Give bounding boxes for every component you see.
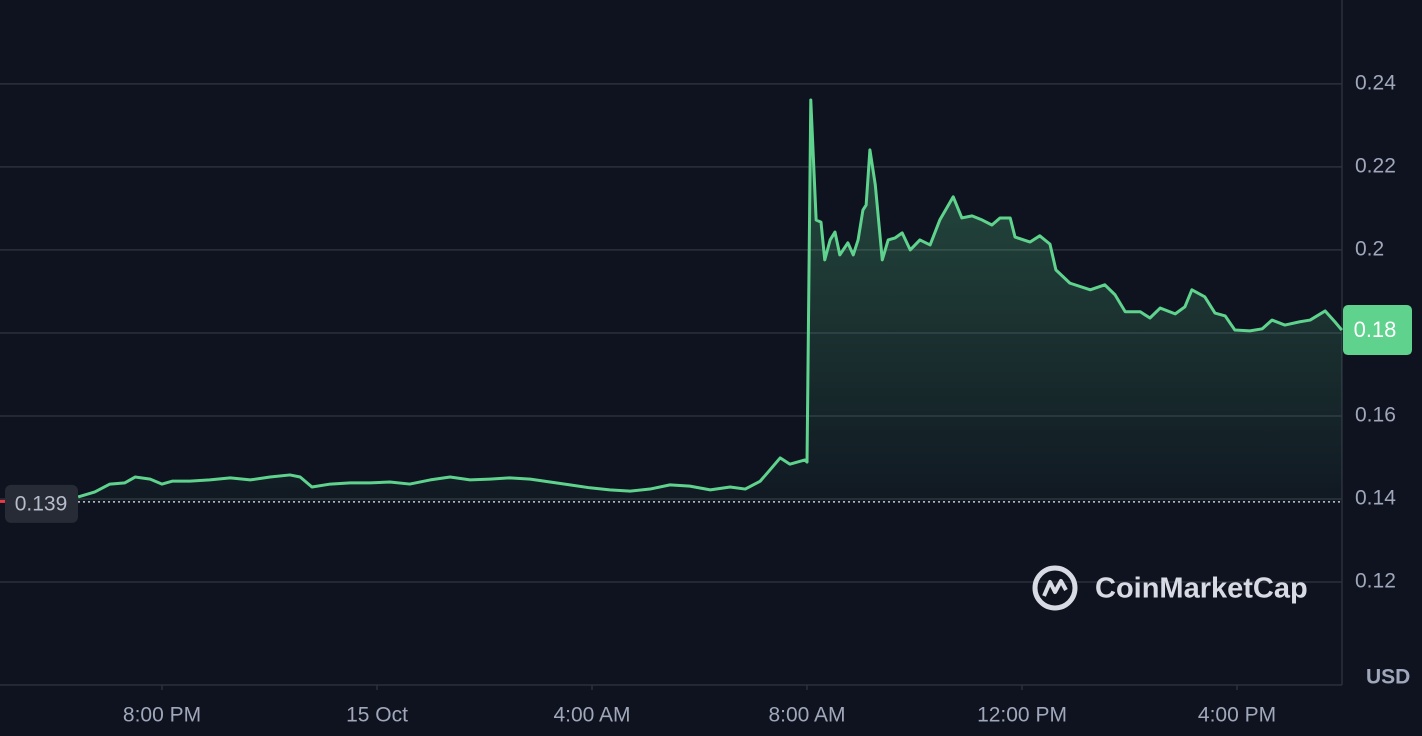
price-tag <box>1343 305 1412 356</box>
x-tick-label: 12:00 PM <box>977 704 1067 727</box>
x-tick-label: 4:00 AM <box>553 704 630 727</box>
open-price-label: 0.139 <box>15 492 68 515</box>
logo-wave <box>1042 579 1068 597</box>
x-tick-label: 15 Oct <box>346 704 408 727</box>
price-tag-label: 0.18 <box>1354 317 1397 342</box>
watermark: CoinMarketCap <box>1095 573 1308 605</box>
y-tick-label: 0.12 <box>1355 570 1396 593</box>
plot <box>77 98 1343 502</box>
y-tick-label: 0.2 <box>1355 237 1384 260</box>
watermark-logo <box>1032 565 1078 611</box>
x-tick-label: 8:00 PM <box>123 704 201 727</box>
x-tick-label: 8:00 AM <box>768 704 845 727</box>
unit-label: USD <box>1366 666 1410 689</box>
overlay: 0.12 0.14 0.16 0.18 0.2 0.22 0.24 8:00 PM 15 Oct… <box>0 71 1412 727</box>
price-area <box>78 100 1342 502</box>
y-tick-label: 0.24 <box>1355 71 1396 94</box>
y-tick-label: 0.14 <box>1355 487 1396 510</box>
x-tick-label: 4:00 PM <box>1198 704 1276 727</box>
y-tick-label: 0.22 <box>1355 154 1396 177</box>
open-price-badge <box>5 484 78 523</box>
price-line <box>77 98 1343 499</box>
logo-ring <box>1032 565 1078 611</box>
y-tick-label: 0.16 <box>1355 404 1396 427</box>
open-price-marker <box>0 499 5 503</box>
